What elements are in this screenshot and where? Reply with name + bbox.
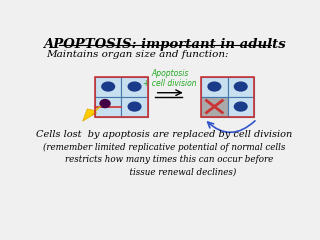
Bar bbox=[95, 77, 121, 96]
Bar bbox=[201, 96, 228, 117]
Bar bbox=[95, 77, 148, 117]
Text: Apoptosis
+ cell division: Apoptosis + cell division bbox=[143, 69, 197, 88]
Text: Maintains organ size and function:: Maintains organ size and function: bbox=[46, 50, 229, 59]
Text: APOPTOSIS: important in adults: APOPTOSIS: important in adults bbox=[43, 38, 285, 51]
Text: (remember limited replicative potential of normal cells
    restricts how many t: (remember limited replicative potential … bbox=[43, 143, 285, 176]
Ellipse shape bbox=[128, 102, 141, 111]
Ellipse shape bbox=[100, 100, 110, 108]
Ellipse shape bbox=[102, 82, 115, 91]
Polygon shape bbox=[83, 106, 101, 121]
Bar bbox=[201, 77, 228, 96]
Bar bbox=[121, 77, 148, 96]
Bar bbox=[121, 96, 148, 117]
Bar bbox=[228, 96, 254, 117]
Ellipse shape bbox=[235, 82, 247, 91]
Ellipse shape bbox=[208, 82, 221, 91]
Bar bbox=[201, 77, 254, 117]
Bar bbox=[95, 96, 121, 117]
Bar bbox=[228, 77, 254, 96]
Text: Cells lost  by apoptosis are replaced by cell division: Cells lost by apoptosis are replaced by … bbox=[36, 131, 292, 139]
Ellipse shape bbox=[235, 102, 247, 111]
Ellipse shape bbox=[128, 82, 141, 91]
